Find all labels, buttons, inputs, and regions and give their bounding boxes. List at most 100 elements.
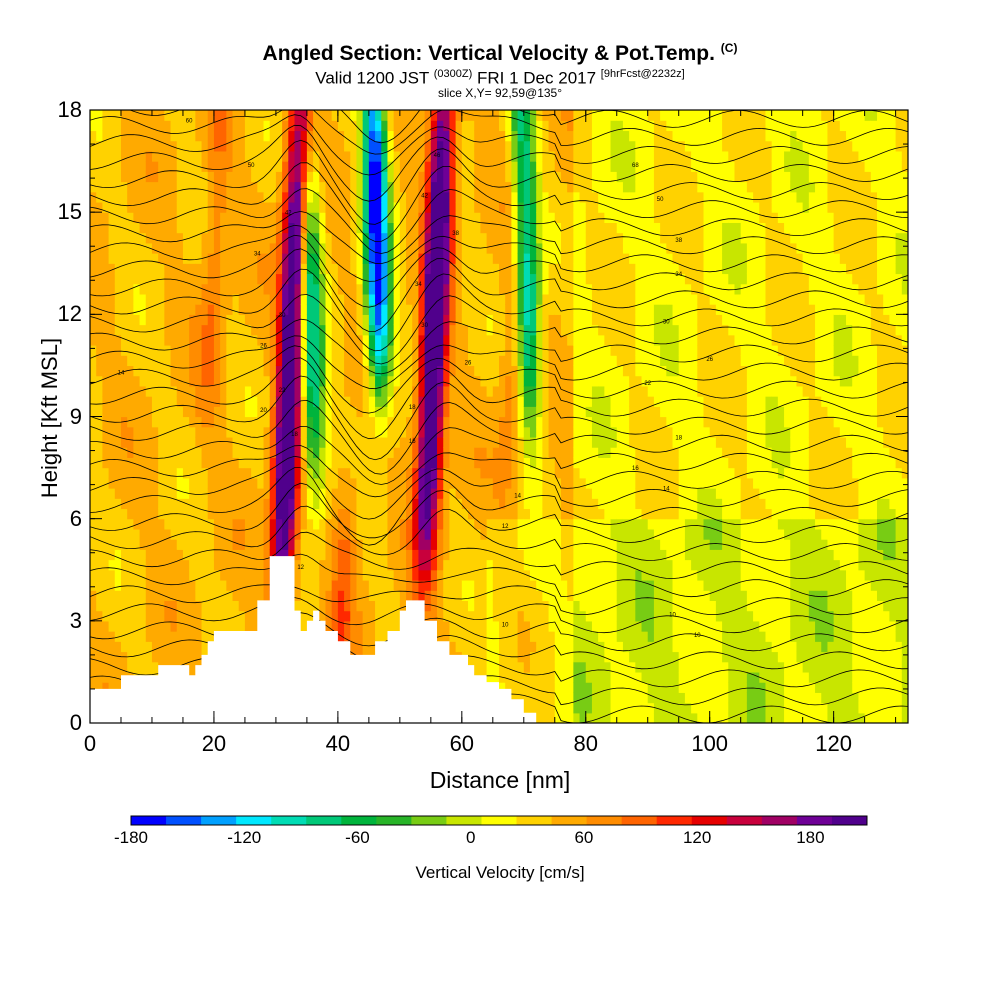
velocity-cell <box>151 253 159 264</box>
velocity-cell <box>418 477 426 489</box>
velocity-cell <box>263 396 271 407</box>
velocity-cell <box>176 273 184 285</box>
velocity-cell <box>517 426 525 438</box>
velocity-cell <box>362 610 370 622</box>
velocity-cell <box>102 549 110 561</box>
velocity-cell <box>461 191 469 203</box>
velocity-cell <box>449 508 457 520</box>
velocity-cell <box>300 508 308 520</box>
velocity-cell <box>430 120 438 132</box>
velocity-cell <box>362 569 370 581</box>
velocity-cell <box>412 130 420 142</box>
velocity-cell <box>542 242 550 254</box>
velocity-cell <box>207 191 215 203</box>
velocity-cell <box>529 201 537 213</box>
velocity-cell <box>170 396 178 407</box>
velocity-cell <box>282 263 289 275</box>
velocity-cell <box>325 365 333 377</box>
velocity-cell <box>542 477 550 489</box>
velocity-cell <box>139 467 147 479</box>
velocity-cell <box>151 201 159 213</box>
velocity-cell <box>325 610 333 622</box>
velocity-cell <box>145 385 153 397</box>
velocity-cell <box>182 283 190 295</box>
velocity-cell <box>529 253 537 264</box>
velocity-cell <box>127 140 134 152</box>
velocity-cell <box>90 620 97 632</box>
velocity-cell <box>387 120 395 132</box>
velocity-cell <box>486 365 494 377</box>
velocity-cell <box>461 528 469 540</box>
velocity-cell <box>337 161 345 172</box>
velocity-cell <box>96 518 103 530</box>
velocity-cell <box>189 344 196 356</box>
velocity-cell <box>598 436 605 448</box>
velocity-cell <box>96 293 103 305</box>
velocity-cell <box>158 201 165 213</box>
velocity-cell <box>201 110 209 121</box>
velocity-cell <box>368 201 376 213</box>
velocity-cell <box>201 488 209 499</box>
velocity-cell <box>313 273 320 285</box>
velocity-cell <box>499 631 506 642</box>
velocity-cell <box>505 110 512 121</box>
velocity-cell <box>418 488 426 499</box>
velocity-cell <box>418 304 426 315</box>
velocity-cell <box>257 457 265 469</box>
velocity-cell <box>368 498 376 510</box>
velocity-cell <box>145 191 153 203</box>
velocity-cell <box>244 467 252 479</box>
velocity-cell <box>96 416 103 428</box>
velocity-cell <box>213 498 221 510</box>
velocity-cell <box>251 477 258 489</box>
velocity-cell <box>319 508 327 520</box>
velocity-cell <box>443 283 451 295</box>
velocity-cell <box>523 120 531 132</box>
velocity-cell <box>251 610 258 622</box>
velocity-cell <box>319 426 327 438</box>
velocity-cell <box>145 212 153 223</box>
velocity-cell <box>133 498 141 510</box>
velocity-cell <box>325 212 333 223</box>
velocity-cell <box>399 120 407 132</box>
velocity-cell <box>573 222 581 234</box>
velocity-cell <box>90 242 97 254</box>
velocity-cell <box>468 467 475 479</box>
velocity-cell <box>90 171 97 183</box>
velocity-cell <box>350 600 358 612</box>
velocity-cell <box>567 702 574 714</box>
velocity-cell <box>356 304 364 315</box>
velocity-cell <box>263 344 271 356</box>
velocity-cell <box>536 436 543 448</box>
velocity-cell <box>362 263 370 275</box>
velocity-cell <box>375 171 382 183</box>
velocity-cell <box>387 130 395 142</box>
velocity-cell <box>598 692 605 704</box>
velocity-cell <box>492 518 500 530</box>
velocity-cell <box>567 140 574 152</box>
velocity-cell <box>213 569 221 581</box>
velocity-cell <box>176 569 184 581</box>
velocity-cell <box>275 324 283 336</box>
velocity-cell <box>505 242 512 254</box>
velocity-cell <box>220 375 227 387</box>
velocity-cell <box>145 620 153 632</box>
velocity-cell <box>529 528 537 540</box>
velocity-cell <box>449 110 457 121</box>
velocity-cell <box>499 355 506 367</box>
velocity-cell <box>238 365 246 377</box>
velocity-cell <box>585 477 593 489</box>
velocity-cell <box>319 273 327 285</box>
velocity-cell <box>381 559 389 571</box>
velocity-cell <box>207 140 215 152</box>
velocity-cell <box>282 498 289 510</box>
velocity-cell <box>182 579 190 591</box>
velocity-cell <box>331 457 339 469</box>
velocity-cell <box>529 140 537 152</box>
velocity-cell <box>288 273 296 285</box>
velocity-cell <box>362 467 370 479</box>
velocity-cell <box>393 467 401 479</box>
velocity-cell <box>468 263 475 275</box>
velocity-cell <box>108 436 116 448</box>
